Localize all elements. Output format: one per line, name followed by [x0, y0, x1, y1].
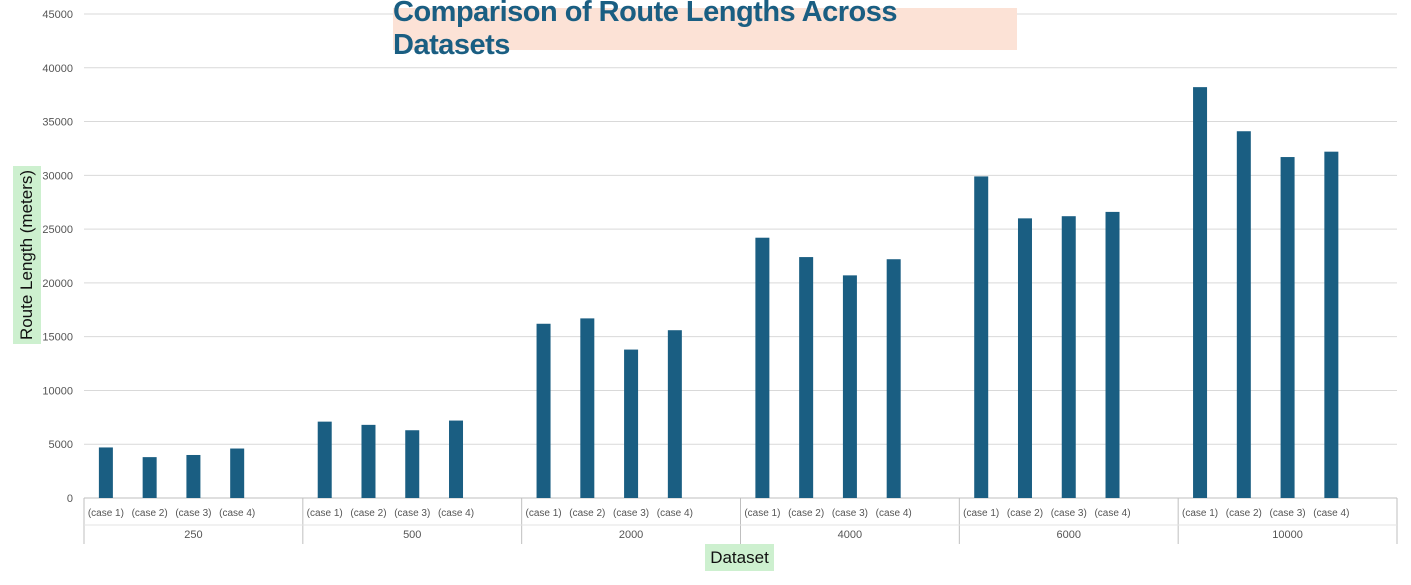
x-group-label: 250: [184, 529, 202, 541]
bar: [580, 318, 595, 498]
x-category-label: (case 1): [963, 508, 999, 519]
x-category-label: (case 2): [788, 508, 824, 519]
y-tick-label: 20000: [42, 278, 73, 290]
bar: [361, 424, 376, 498]
bar: [98, 447, 113, 498]
x-category-label: (case 3): [394, 508, 430, 519]
x-axis-label: Dataset: [705, 544, 774, 571]
x-group-label: 500: [403, 529, 421, 541]
bar: [186, 454, 201, 498]
y-tick-label: 10000: [42, 385, 73, 397]
y-axis-label: Route Length (meters): [13, 166, 41, 344]
x-category-label: (case 3): [1051, 508, 1087, 519]
x-group-label: 4000: [838, 529, 862, 541]
bar: [317, 421, 332, 498]
bar: [1280, 157, 1295, 498]
x-category-label: (case 2): [132, 508, 168, 519]
x-category-label: (case 2): [350, 508, 386, 519]
bar: [1324, 151, 1339, 498]
y-tick-label: 25000: [42, 224, 73, 236]
bar: [886, 259, 901, 498]
bar: [1105, 211, 1120, 498]
x-category-label: (case 1): [88, 508, 124, 519]
bar: [1193, 87, 1208, 498]
bar: [667, 330, 682, 498]
bar: [842, 275, 857, 498]
x-category-label: (case 4): [438, 508, 474, 519]
x-group-label: 10000: [1272, 529, 1303, 541]
y-tick-label: 35000: [42, 117, 73, 129]
y-tick-label: 30000: [42, 170, 73, 182]
x-category-label: (case 2): [1226, 508, 1262, 519]
bar: [799, 257, 814, 498]
x-category-label: (case 4): [657, 508, 693, 519]
x-category-label: (case 1): [744, 508, 780, 519]
bar: [230, 448, 245, 498]
x-category-label: (case 4): [219, 508, 255, 519]
x-category-label: (case 4): [876, 508, 912, 519]
x-category-label: (case 3): [175, 508, 211, 519]
x-category-label: (case 4): [1094, 508, 1130, 519]
x-category-label: (case 1): [1182, 508, 1218, 519]
y-tick-label: 0: [67, 493, 73, 505]
x-axis-label-text: Dataset: [710, 547, 769, 567]
chart-title: Comparison of Route Lengths Across Datas…: [393, 0, 1017, 61]
x-category-label: (case 4): [1313, 508, 1349, 519]
bar: [1061, 216, 1076, 498]
bar: [449, 420, 464, 498]
x-category-label: (case 3): [613, 508, 649, 519]
y-tick-label: 40000: [42, 63, 73, 75]
bar: [536, 323, 551, 498]
bar: [1017, 218, 1032, 498]
y-axis-label-text: Route Length (meters): [17, 169, 36, 341]
bar: [142, 457, 157, 498]
bar: [1236, 131, 1251, 499]
x-category-label: (case 3): [1270, 508, 1306, 519]
x-category-label: (case 1): [525, 508, 561, 519]
x-category-label: (case 3): [832, 508, 868, 519]
x-group-label: 2000: [619, 529, 643, 541]
y-tick-label: 45000: [42, 9, 73, 21]
bar: [974, 176, 989, 499]
y-tick-label: 5000: [49, 439, 73, 451]
chart-title-text: Comparison of Route Lengths Across Datas…: [393, 0, 897, 61]
x-category-label: (case 1): [307, 508, 343, 519]
bar: [405, 430, 420, 498]
bar: [755, 237, 770, 498]
x-category-label: (case 2): [1007, 508, 1043, 519]
x-group-label: 6000: [1057, 529, 1081, 541]
x-category-label: (case 2): [569, 508, 605, 519]
y-tick-label: 15000: [42, 332, 73, 344]
bar: [624, 349, 639, 498]
